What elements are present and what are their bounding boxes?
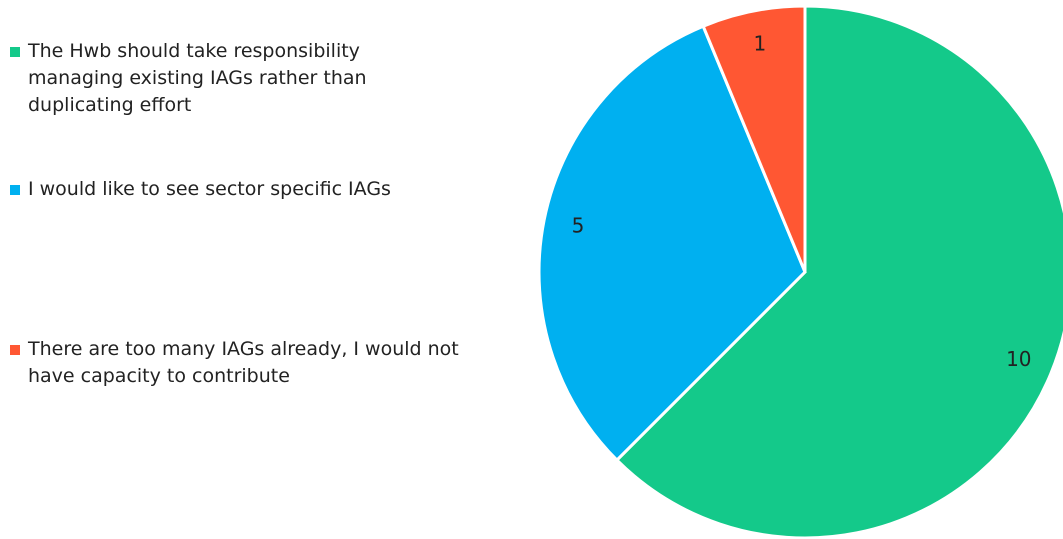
legend-label: There are too many IAGs already, I would…	[28, 338, 459, 387]
legend-item: The Hwb should take responsibility manag…	[10, 38, 460, 119]
legend: The Hwb should take responsibility manag…	[0, 0, 480, 539]
legend-label: The Hwb should take responsibility manag…	[28, 40, 367, 116]
data-label: 1	[753, 32, 766, 56]
legend-swatch	[10, 185, 20, 195]
pie-slice	[701, 4, 807, 273]
legend-item: I would like to see sector specific IAGs	[10, 176, 460, 203]
legend-swatch	[10, 345, 20, 355]
data-label: 10	[1006, 347, 1031, 371]
legend-label: I would like to see sector specific IAGs	[28, 178, 391, 200]
pie-slice	[614, 4, 1063, 539]
data-label: 5	[572, 213, 585, 237]
legend-item: There are too many IAGs already, I would…	[10, 336, 460, 390]
pie-slice	[537, 24, 807, 463]
legend-swatch	[10, 47, 20, 57]
